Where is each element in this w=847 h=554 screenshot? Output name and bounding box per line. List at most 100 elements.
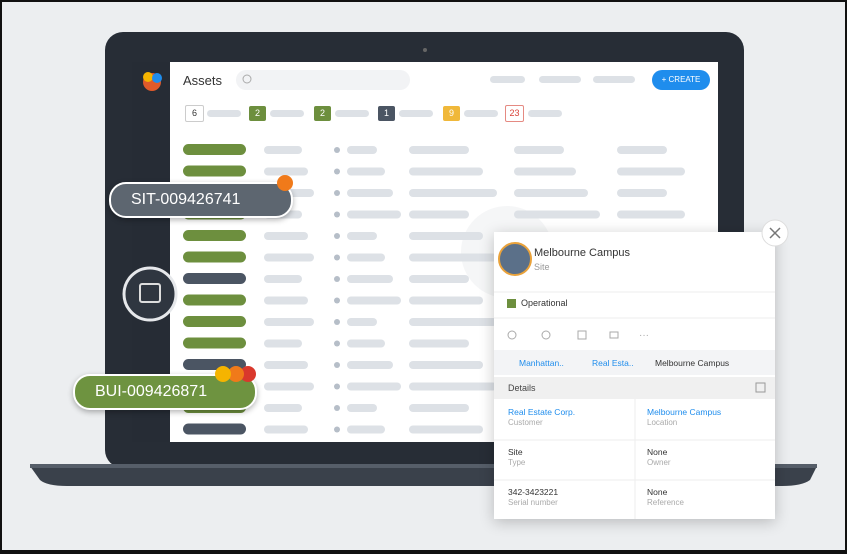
field-label: Serial number: [508, 498, 558, 507]
skeleton: [264, 232, 308, 240]
skeleton: [183, 423, 246, 435]
skeleton: [334, 233, 340, 239]
skeleton: [347, 189, 393, 197]
skeleton: [409, 146, 469, 154]
skeleton: [264, 361, 308, 369]
filter-count[interactable]: 6: [185, 105, 204, 122]
skeleton: [347, 210, 401, 219]
skeleton: [347, 382, 401, 391]
skeleton: [183, 251, 246, 263]
skeleton: [183, 273, 246, 284]
skeleton: [347, 296, 401, 305]
field-value: Melbourne Campus: [647, 407, 722, 417]
skeleton: [409, 361, 483, 369]
skeleton: [514, 167, 576, 176]
skeleton: [409, 210, 469, 219]
filter-count[interactable]: 2: [249, 106, 266, 121]
skeleton: [335, 110, 369, 117]
field-value: 342-3423221: [508, 487, 559, 497]
skeleton: [334, 405, 340, 411]
skeleton: [207, 110, 241, 117]
skeleton: [514, 189, 588, 197]
skeleton: [347, 232, 377, 240]
skeleton: [409, 275, 469, 283]
skeleton: [617, 146, 667, 154]
skeleton: [334, 297, 340, 304]
skeleton: [183, 316, 246, 327]
skeleton: [399, 110, 433, 117]
skeleton: [264, 296, 308, 305]
skeleton: [334, 276, 340, 282]
field-value: None: [647, 487, 668, 497]
building-tag: BUI-009426871: [73, 374, 257, 410]
section-title: Details: [508, 383, 536, 393]
skeleton: [617, 210, 685, 219]
skeleton: [409, 425, 483, 434]
skeleton: [334, 362, 340, 368]
card-kind: Site: [534, 262, 550, 272]
skeleton: [264, 146, 302, 154]
skeleton: [409, 404, 469, 412]
detail-card: ··· Melbourne Campus Site Operational Ma…: [494, 232, 775, 519]
field-label: Reference: [647, 498, 684, 507]
field-value: None: [647, 447, 668, 457]
field-label: Owner: [647, 458, 671, 467]
skeleton: [347, 404, 377, 412]
skeleton: [347, 339, 385, 348]
skeleton: [464, 110, 498, 117]
site-tag: SIT-009426741: [109, 182, 293, 218]
skeleton: [528, 110, 562, 117]
skeleton: [347, 146, 377, 154]
skeleton: [514, 210, 600, 219]
breadcrumb[interactable]: Manhattan..: [519, 358, 564, 368]
skeleton: [334, 383, 340, 390]
breadcrumb: Melbourne Campus: [655, 358, 730, 368]
filter-count[interactable]: 1: [378, 106, 395, 121]
skeleton: [183, 359, 246, 370]
skeleton: [334, 426, 340, 433]
skeleton: [409, 296, 483, 305]
skeleton: [334, 340, 340, 347]
skeleton: [334, 319, 340, 325]
field-value: Site: [508, 447, 523, 457]
skeleton: [334, 147, 340, 153]
skeleton: [409, 253, 497, 262]
filter-count[interactable]: 23: [505, 105, 524, 122]
skeleton: [409, 339, 469, 348]
filter-count[interactable]: 9: [443, 106, 460, 121]
app-title: Assets: [183, 73, 223, 88]
skeleton: [347, 361, 393, 369]
skeleton: [183, 165, 246, 177]
create-button[interactable]: + CREATE: [661, 75, 701, 84]
skeleton: [264, 339, 302, 348]
skeleton: [347, 275, 393, 283]
card-decor: ···: [494, 242, 775, 519]
skeleton: [264, 425, 308, 434]
field-label: Location: [647, 418, 678, 427]
skeleton: [183, 294, 246, 306]
skeleton: [264, 404, 302, 412]
skeleton: [617, 167, 685, 176]
skeleton: [347, 318, 377, 326]
skeleton: [409, 318, 497, 326]
skeleton: [409, 232, 483, 240]
skeleton: [347, 425, 385, 434]
filter-count[interactable]: 2: [314, 106, 331, 121]
skeleton: [264, 318, 314, 326]
skeleton: [183, 144, 246, 155]
skeleton: [264, 382, 314, 391]
skeleton: [183, 230, 246, 241]
skeleton: [334, 211, 340, 218]
skeleton: [264, 253, 314, 262]
breadcrumb[interactable]: Real Esta..: [592, 358, 634, 368]
skeleton: [514, 146, 564, 154]
skeleton: [183, 337, 246, 349]
skeleton: [334, 254, 340, 261]
skeleton: [264, 275, 302, 283]
skeleton: [347, 167, 385, 176]
skeleton: [334, 168, 340, 175]
skeleton: [334, 190, 340, 196]
skeleton: [409, 189, 497, 197]
skeleton: [264, 167, 308, 176]
field-label: Customer: [508, 418, 543, 427]
